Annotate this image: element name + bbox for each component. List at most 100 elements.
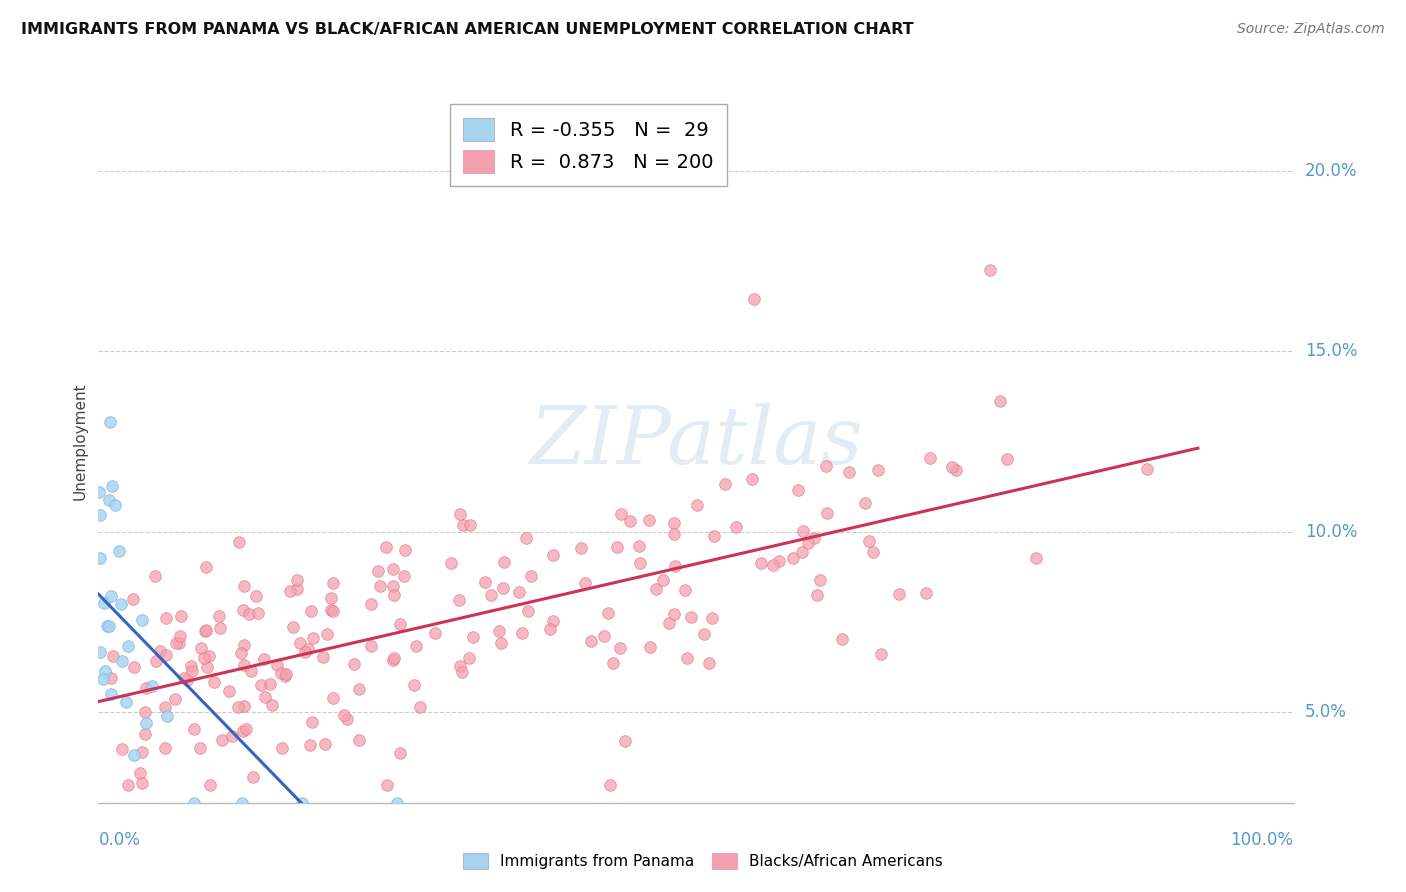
Point xyxy=(111,654,134,668)
Point xyxy=(491,581,513,595)
Point xyxy=(299,738,322,752)
Point xyxy=(167,635,190,649)
Point xyxy=(517,604,540,618)
Point xyxy=(89,508,111,522)
Point xyxy=(679,610,702,624)
Point xyxy=(382,653,405,667)
Point xyxy=(250,678,273,692)
Text: 5.0%: 5.0% xyxy=(1305,704,1347,722)
Point xyxy=(299,604,322,618)
Point xyxy=(198,778,221,792)
Point xyxy=(301,715,323,730)
Point xyxy=(1025,551,1047,566)
Point xyxy=(628,557,651,571)
Point xyxy=(941,460,963,475)
Point xyxy=(232,724,254,739)
Point xyxy=(627,539,650,553)
Point xyxy=(808,573,831,587)
Point xyxy=(508,585,530,599)
Text: 10.0%: 10.0% xyxy=(1305,523,1357,541)
Point xyxy=(131,776,153,790)
Point xyxy=(240,665,263,679)
Point xyxy=(198,648,221,663)
Point xyxy=(183,796,205,810)
Point xyxy=(122,660,145,674)
Point xyxy=(129,766,152,780)
Point xyxy=(316,626,339,640)
Point xyxy=(610,507,633,521)
Point xyxy=(333,708,356,723)
Point xyxy=(155,648,177,662)
Point xyxy=(868,463,890,477)
Point xyxy=(195,660,218,674)
Point xyxy=(664,607,686,621)
Point xyxy=(321,591,343,605)
Point xyxy=(322,604,344,618)
Point xyxy=(96,619,118,633)
Point xyxy=(170,609,193,624)
Point xyxy=(103,648,125,663)
Point xyxy=(645,582,668,596)
Point xyxy=(700,611,723,625)
Point xyxy=(394,543,416,558)
Point xyxy=(97,492,120,507)
Point xyxy=(652,574,675,588)
Point xyxy=(988,394,1011,409)
Point xyxy=(342,657,364,672)
Point xyxy=(93,664,115,678)
Point xyxy=(489,636,512,650)
Point xyxy=(662,516,685,530)
Point xyxy=(145,568,167,582)
Point xyxy=(768,554,790,568)
Point xyxy=(409,700,432,714)
Text: 15.0%: 15.0% xyxy=(1305,343,1357,360)
Point xyxy=(134,705,156,719)
Point xyxy=(945,463,967,477)
Point xyxy=(207,609,229,624)
Point xyxy=(322,576,344,591)
Point xyxy=(278,583,301,598)
Point xyxy=(792,524,814,538)
Point xyxy=(101,478,124,492)
Point xyxy=(918,451,941,466)
Point xyxy=(259,677,281,691)
Point xyxy=(100,671,122,685)
Point xyxy=(862,545,884,559)
Point xyxy=(91,673,114,687)
Point xyxy=(699,656,721,670)
Point xyxy=(193,651,215,665)
Point xyxy=(368,579,391,593)
Point xyxy=(519,569,541,583)
Point xyxy=(725,520,748,534)
Point xyxy=(232,698,254,713)
Point xyxy=(211,733,233,747)
Point xyxy=(312,650,335,665)
Point xyxy=(853,496,876,510)
Point xyxy=(474,574,496,589)
Legend: R = -0.355   N =  29, R =  0.873   N = 200: R = -0.355 N = 29, R = 0.873 N = 200 xyxy=(450,104,727,186)
Text: 100.0%: 100.0% xyxy=(1230,830,1294,848)
Point xyxy=(246,606,269,620)
Point xyxy=(233,579,256,593)
Point xyxy=(173,672,195,686)
Point xyxy=(749,556,772,570)
Point xyxy=(117,778,139,792)
Point xyxy=(245,589,267,603)
Point xyxy=(714,477,737,491)
Point xyxy=(569,541,592,555)
Point xyxy=(195,623,218,637)
Point xyxy=(790,545,813,559)
Point xyxy=(676,651,699,665)
Text: ZIPatlas: ZIPatlas xyxy=(529,403,863,480)
Point xyxy=(515,531,537,545)
Point xyxy=(124,747,146,762)
Point xyxy=(193,624,215,638)
Point xyxy=(449,508,471,522)
Point xyxy=(228,700,250,714)
Point xyxy=(538,622,561,636)
Point xyxy=(658,615,681,630)
Point xyxy=(155,610,177,624)
Point xyxy=(887,587,910,601)
Point xyxy=(274,669,297,683)
Point xyxy=(423,626,446,640)
